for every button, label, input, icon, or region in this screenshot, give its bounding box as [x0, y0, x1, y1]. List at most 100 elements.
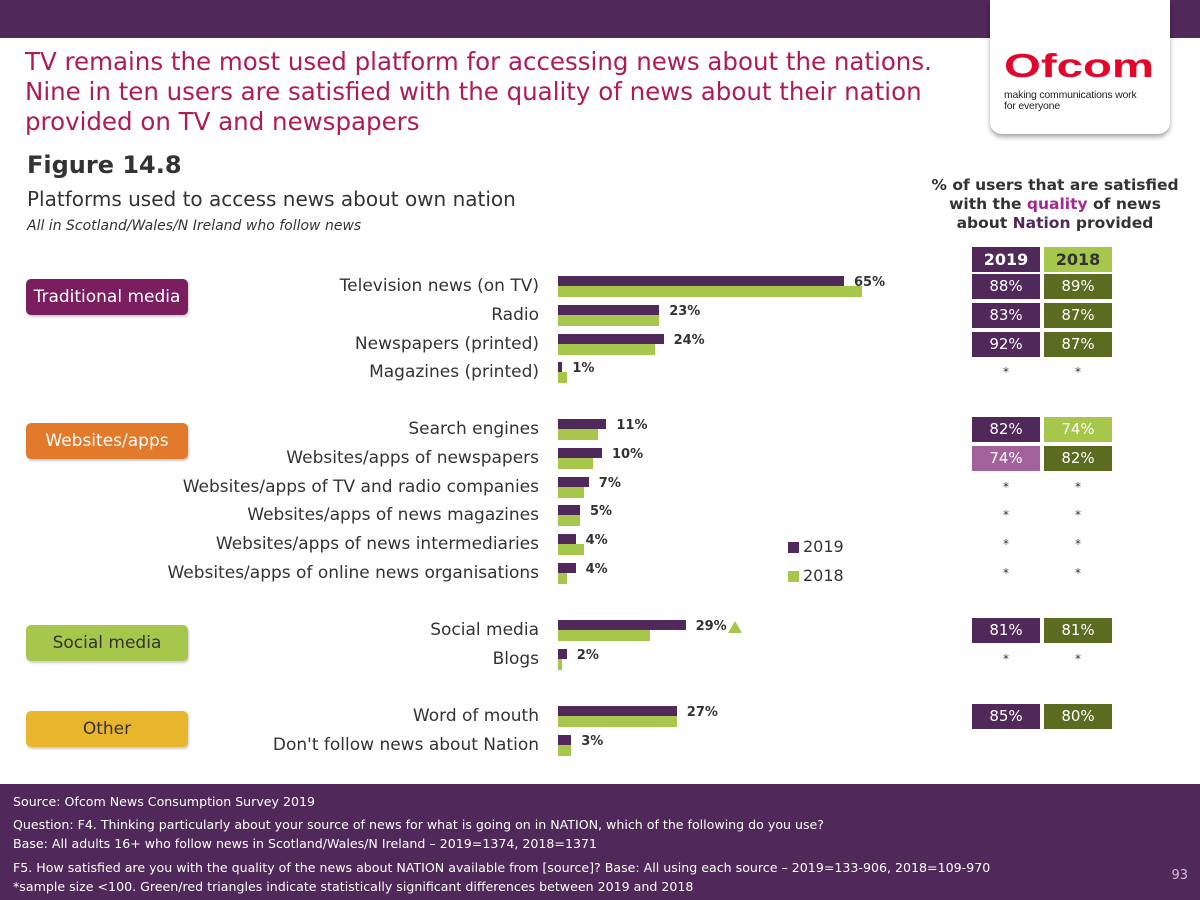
category-traditional: Traditional media	[26, 279, 188, 315]
data-label: 4%	[585, 562, 608, 577]
data-label: 24%	[673, 333, 705, 348]
table-cell-small-base: *	[1003, 537, 1009, 551]
satisfaction-heading-line-2: with the quality of news	[949, 195, 1161, 213]
row-label: Magazines (printed)	[369, 362, 539, 382]
footer-question: Question: F4. Thinking particularly abou…	[13, 817, 824, 832]
bar-2018	[558, 372, 567, 383]
bar-2019	[558, 276, 844, 286]
row-label: Websites/apps of news magazines	[247, 505, 539, 525]
table-cell: 88%	[972, 274, 1040, 299]
page-number: 93	[1171, 868, 1188, 883]
table-header-2018: 2018	[1044, 247, 1112, 272]
table-cell-small-base: *	[1075, 508, 1081, 522]
table-cell: 80%	[1044, 704, 1112, 729]
bar-2018	[558, 630, 651, 641]
table-cell: 82%	[972, 417, 1040, 442]
table-cell: 74%	[972, 446, 1040, 471]
bar-2018	[558, 573, 567, 584]
table-cell: 85%	[972, 704, 1040, 729]
ofcom-wordmark-text: Ofcom	[1004, 50, 1154, 82]
bar-2018	[558, 286, 862, 297]
table-cell-small-base: *	[1075, 652, 1081, 666]
bar-2018	[558, 429, 598, 440]
table-cell-small-base: *	[1075, 566, 1081, 580]
bar-2018	[558, 745, 572, 756]
data-label: 1%	[572, 361, 595, 376]
bar-2019	[558, 362, 563, 372]
bar-2019	[558, 477, 589, 487]
data-label: 7%	[598, 476, 621, 491]
bar-2018	[558, 544, 585, 555]
row-label: Newspapers (printed)	[354, 334, 539, 354]
table-cell: 87%	[1044, 303, 1112, 328]
tagline-line-1: making communications work	[1004, 89, 1137, 101]
bar-2018	[558, 515, 580, 526]
legend-label-2019: 2019	[803, 537, 844, 556]
table-cell: 81%	[1044, 618, 1112, 643]
row-label: Word of mouth	[412, 706, 539, 726]
footer-source: Source: Ofcom News Consumption Survey 20…	[13, 794, 316, 809]
bar-2019	[558, 706, 677, 716]
satisfaction-heading-line-3: about Nation provided	[956, 214, 1154, 232]
row-label: Websites/apps of news intermediaries	[215, 534, 539, 554]
table-cell-small-base: *	[1075, 480, 1081, 494]
ofcom-wordmark: Ofcom	[1004, 50, 1154, 82]
bar-2019	[558, 620, 686, 630]
figure-number: Figure 14.8	[27, 151, 182, 179]
table-cell: 89%	[1044, 274, 1112, 299]
table-cell-small-base: *	[1003, 652, 1009, 666]
category-websites: Websites/apps	[26, 423, 188, 459]
bar-2019	[558, 649, 567, 659]
bar-2019	[558, 448, 602, 458]
table-cell-small-base: *	[1075, 365, 1081, 379]
headline-line-3: provided on TV and newspapers	[25, 107, 420, 136]
significance-up-icon	[727, 621, 742, 633]
row-label: Don't follow news about Nation	[272, 735, 539, 755]
table-cell-small-base: *	[1003, 365, 1009, 379]
headline-line-2: Nine in ten users are satisfied with the…	[25, 77, 922, 106]
data-label: 10%	[612, 447, 644, 462]
legend-swatch-2019	[788, 542, 799, 553]
bar-2018	[558, 344, 655, 355]
bar-2019	[558, 735, 572, 745]
slide-headline: TV remains the most used platform for ac…	[25, 47, 985, 137]
row-label: Search engines	[408, 419, 539, 439]
bar-2019	[558, 334, 664, 344]
footer-base: Base: All adults 16+ who follow news in …	[13, 836, 598, 851]
data-label: 65%	[854, 275, 886, 290]
table-cell: 83%	[972, 303, 1040, 328]
bar-2019	[558, 534, 576, 544]
data-label: 27%	[686, 705, 718, 720]
table-cell: 74%	[1044, 417, 1112, 442]
data-label: 29%	[695, 619, 727, 634]
table-cell-small-base: *	[1075, 537, 1081, 551]
bar-2018	[558, 487, 585, 498]
table-cell: 82%	[1044, 446, 1112, 471]
row-label: Television news (on TV)	[339, 276, 539, 296]
row-label: Radio	[491, 305, 539, 325]
bar-2019	[558, 505, 580, 515]
legend-swatch-2018	[788, 571, 799, 582]
bar-2019	[558, 305, 660, 315]
table-header-2019: 2019	[972, 247, 1040, 272]
chart-base: All in Scotland/Wales/N Ireland who foll…	[27, 218, 362, 234]
satisfaction-heading: % of users that are satisfied with the q…	[915, 176, 1195, 233]
category-social: Social media	[26, 625, 188, 661]
data-label: 3%	[581, 734, 604, 749]
chart-title: Platforms used to access news about own …	[27, 187, 516, 211]
table-cell: 92%	[972, 332, 1040, 357]
headline-line-1: TV remains the most used platform for ac…	[25, 47, 932, 76]
footer-note: *sample size <100. Green/red triangles i…	[13, 879, 694, 894]
bar-2018	[558, 716, 677, 727]
ofcom-tagline: making communications work for everyone	[1004, 90, 1137, 112]
table-cell-small-base: *	[1003, 508, 1009, 522]
row-label: Websites/apps of newspapers	[286, 448, 539, 468]
row-label: Social media	[430, 620, 539, 640]
ofcom-logo: Ofcom making communications work for eve…	[990, 0, 1170, 134]
data-label: 4%	[585, 533, 608, 548]
bar-2019	[558, 419, 607, 429]
table-cell: 87%	[1044, 332, 1112, 357]
legend-label-2018: 2018	[803, 566, 844, 585]
data-label: 11%	[616, 418, 648, 433]
bar-2018	[558, 458, 594, 469]
